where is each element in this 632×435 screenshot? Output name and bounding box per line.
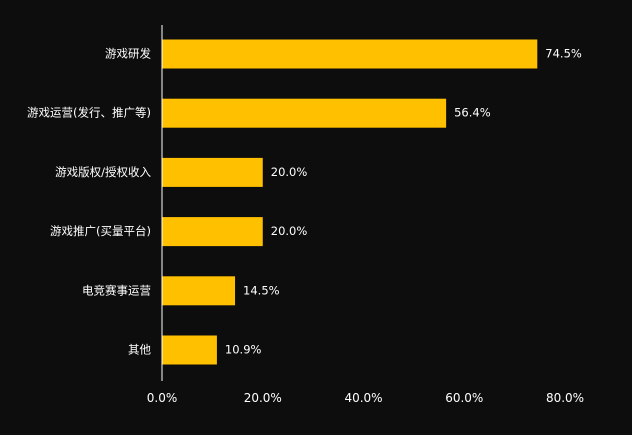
x-tick-label: 0.0% <box>147 391 178 405</box>
bars-group <box>162 39 538 365</box>
x-tick-label: 80.0% <box>546 391 584 405</box>
bar <box>162 217 263 247</box>
category-label: 电竞赛事运营 <box>82 283 151 297</box>
x-tick-labels-group: 0.0% 20.0% 40.0% 60.0% 80.0% <box>147 391 584 405</box>
bar <box>162 98 447 128</box>
x-tick-label: 60.0% <box>445 391 483 405</box>
bar <box>162 39 538 69</box>
bar <box>162 157 263 187</box>
category-label: 其他 <box>128 343 151 357</box>
category-label: 游戏推广(买量平台) <box>50 224 151 238</box>
category-label: 游戏运营(发行、推广等) <box>27 106 151 120</box>
value-label: 20.0% <box>271 165 308 179</box>
value-label: 20.0% <box>271 224 308 238</box>
value-labels-group: 74.5% 56.4% 20.0% 20.0% 14.5% 10.9% <box>225 47 582 357</box>
value-label: 14.5% <box>243 283 280 297</box>
bar <box>162 335 217 365</box>
value-label: 56.4% <box>454 106 491 120</box>
category-label: 游戏研发 <box>105 47 151 61</box>
x-tick-label: 20.0% <box>244 391 282 405</box>
category-label: 游戏版权/授权收入 <box>55 165 151 179</box>
value-label: 74.5% <box>545 47 582 61</box>
x-tick-label: 40.0% <box>344 391 382 405</box>
value-label: 10.9% <box>225 343 262 357</box>
bar <box>162 276 236 306</box>
